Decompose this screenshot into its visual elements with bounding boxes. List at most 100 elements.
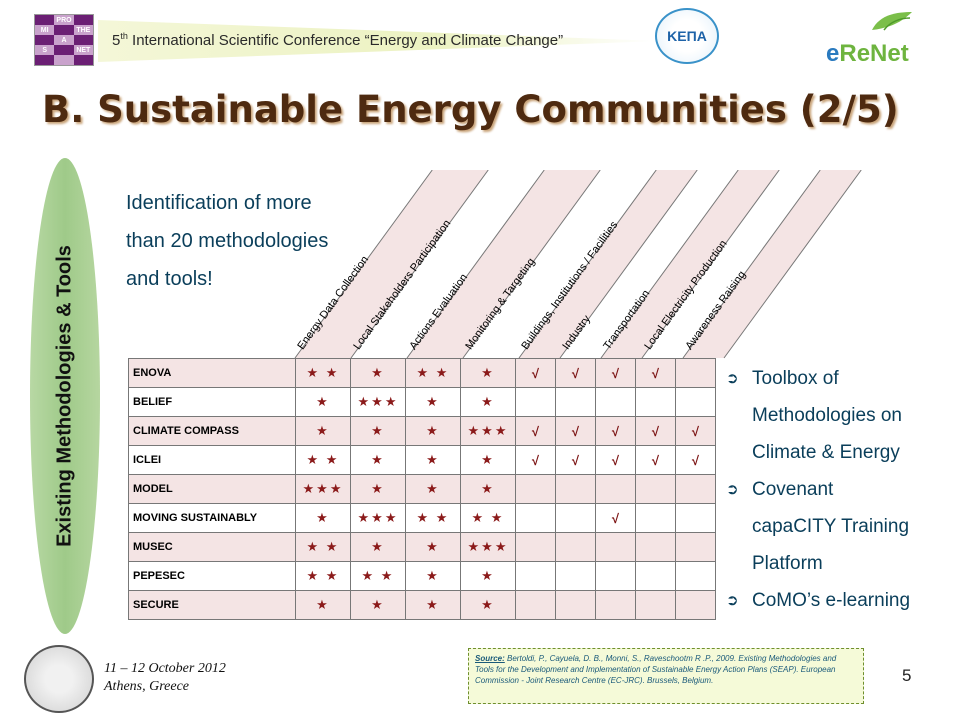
- column-band: [601, 170, 780, 358]
- check-cell: √: [555, 358, 596, 388]
- row-label: MODEL: [128, 474, 296, 504]
- bullet-text: CoMO’s e-learning: [752, 590, 911, 611]
- column-divider: [600, 170, 739, 359]
- row-label: MOVING SUSTAINABLY: [128, 503, 296, 533]
- row-label: PEPESEC: [128, 561, 296, 591]
- column-header-lines: [294, 170, 862, 359]
- check-cell: [515, 561, 556, 591]
- rating-cell: ★★★: [460, 416, 516, 446]
- check-cell: [635, 474, 676, 504]
- side-pill: [30, 158, 100, 634]
- column-divider: [723, 170, 862, 359]
- logo-cell: [73, 55, 93, 65]
- check-cell: [515, 387, 556, 417]
- check-cell: √: [675, 445, 716, 475]
- check-cell: [555, 561, 596, 591]
- rating-cell: ★: [460, 590, 516, 620]
- logo-cell: THE: [73, 25, 93, 35]
- rating-cell: ★: [350, 445, 406, 475]
- check-cell: [515, 590, 556, 620]
- logo-cell: NET: [73, 45, 93, 55]
- bullet-line: Platform: [726, 545, 951, 582]
- rating-cell: ★: [295, 590, 351, 620]
- column-band: [642, 170, 821, 358]
- rating-cell: ★★★: [295, 474, 351, 504]
- logo-cell: [54, 55, 74, 65]
- rating-cell: ★★★: [460, 532, 516, 562]
- bullet-line: ➲ Covenant: [726, 471, 951, 508]
- bullet-text: capaCITY Training: [752, 516, 910, 537]
- check-cell: [555, 387, 596, 417]
- column-divider: [294, 170, 433, 359]
- table-row: MOVING SUSTAINABLY ★ ★★★ ★ ★ ★ ★ √: [128, 503, 716, 533]
- table-row: MUSEC ★ ★ ★ ★ ★★★: [128, 532, 716, 562]
- check-cell: √: [515, 358, 556, 388]
- check-cell: √: [675, 416, 716, 446]
- rating-cell: ★: [405, 590, 461, 620]
- kepa-logo: ΚΕΠΑ: [655, 8, 719, 64]
- rating-cell: ★: [295, 503, 351, 533]
- bullet-list: ➲ Toolbox of Methodologies on Climate & Ene…: [726, 360, 951, 619]
- check-cell: [675, 532, 716, 562]
- column-band: [351, 170, 545, 358]
- side-label: Existing Methodologies & Tools: [53, 245, 76, 547]
- logo-cell: MI: [35, 25, 55, 35]
- rating-cell: ★: [460, 561, 516, 591]
- logo-cell: [35, 15, 55, 25]
- row-label: ICLEI: [128, 445, 296, 475]
- check-cell: √: [635, 416, 676, 446]
- arrow-bullet-icon: ➲: [726, 370, 739, 387]
- rating-cell: ★: [405, 532, 461, 562]
- rating-cell: ★ ★: [350, 561, 406, 591]
- check-cell: [675, 474, 716, 504]
- check-cell: [675, 561, 716, 591]
- table-row: CLIMATE COMPASS ★ ★ ★ ★★★ √ √ √ √ √: [128, 416, 716, 446]
- rating-cell: ★: [295, 387, 351, 417]
- check-cell: √: [635, 445, 676, 475]
- column-divider: [559, 170, 698, 359]
- rating-cell: ★★★: [350, 503, 406, 533]
- rating-cell: ★: [405, 445, 461, 475]
- rating-cell: ★: [460, 387, 516, 417]
- location-line: Athens, Greece: [104, 679, 189, 694]
- check-cell: [675, 590, 716, 620]
- logo-cell: [54, 25, 74, 35]
- rating-cell: ★: [350, 590, 406, 620]
- arrow-bullet-icon: [726, 545, 742, 582]
- slide-title: B. Sustainable Energy Communities (2/5): [42, 88, 899, 131]
- column-divider: [462, 170, 601, 359]
- check-cell: [515, 474, 556, 504]
- check-cell: [515, 532, 556, 562]
- check-cell: [595, 474, 636, 504]
- logo-cell: [35, 35, 55, 45]
- check-cell: [635, 503, 676, 533]
- logo-cell: A: [54, 35, 74, 45]
- table-row: MODEL ★★★ ★ ★ ★: [128, 474, 716, 504]
- check-cell: √: [515, 416, 556, 446]
- event-date: 11 – 12 October 2012 Athens, Greece: [104, 660, 226, 696]
- check-cell: √: [595, 358, 636, 388]
- logo-cell: [73, 15, 93, 25]
- bullet-text: Methodologies on: [752, 405, 902, 426]
- check-cell: √: [515, 445, 556, 475]
- row-label: MUSEC: [128, 532, 296, 562]
- row-label: BELIEF: [128, 387, 296, 417]
- column-band: [519, 170, 698, 358]
- check-cell: [675, 387, 716, 417]
- logo-cell: [73, 35, 93, 45]
- check-cell: [555, 503, 596, 533]
- bullet-line: Climate & Energy: [726, 434, 951, 471]
- check-cell: [635, 532, 676, 562]
- rating-cell: ★ ★: [295, 532, 351, 562]
- column-divider: [641, 170, 780, 359]
- check-cell: [555, 474, 596, 504]
- row-label: SECURE: [128, 590, 296, 620]
- bullet-text: Climate & Energy: [752, 442, 900, 463]
- rating-cell: ★: [460, 445, 516, 475]
- arrow-bullet-icon: [726, 508, 742, 545]
- table-row: ICLEI ★ ★ ★ ★ ★ √ √ √ √ √: [128, 445, 716, 475]
- rating-cell: ★ ★: [460, 503, 516, 533]
- rating-cell: ★: [350, 416, 406, 446]
- rating-cell: ★ ★: [295, 358, 351, 388]
- rating-cell: ★★★: [350, 387, 406, 417]
